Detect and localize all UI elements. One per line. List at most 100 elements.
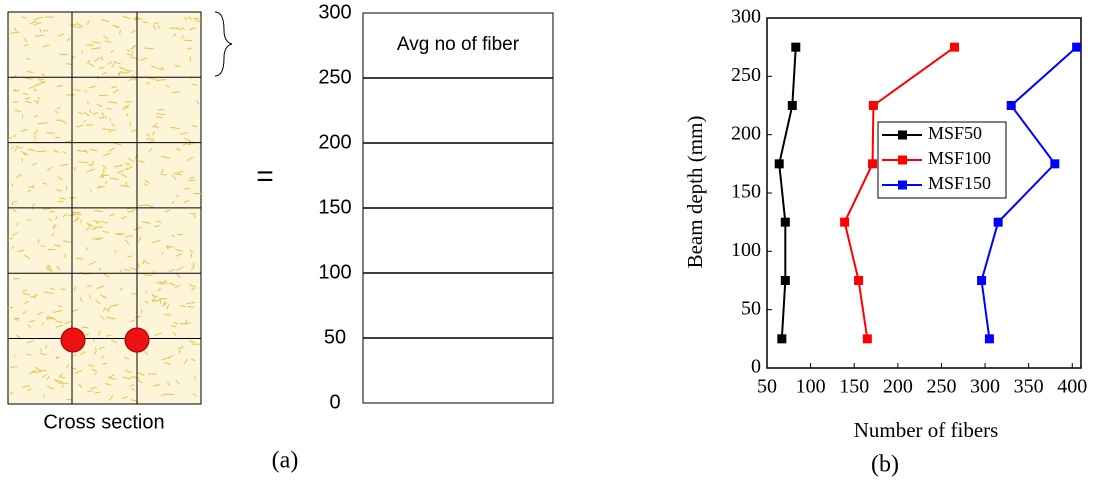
fiber	[56, 106, 62, 110]
fiber	[105, 316, 115, 320]
fiber	[157, 288, 162, 292]
fiber	[121, 71, 130, 74]
scale-label: 0	[329, 391, 340, 413]
fiber	[88, 223, 94, 227]
fiber	[178, 349, 181, 354]
fiber	[55, 110, 59, 114]
fiber	[186, 156, 194, 162]
fiber	[9, 391, 14, 395]
fiber	[155, 220, 162, 223]
fiber	[62, 213, 68, 218]
fiber	[42, 44, 50, 48]
fiber	[174, 321, 179, 325]
fiber	[14, 109, 21, 112]
fiber	[86, 101, 90, 105]
fiber	[142, 259, 145, 265]
fiber	[87, 59, 90, 65]
fiber	[66, 62, 72, 66]
fiber	[33, 114, 38, 118]
fiber	[91, 41, 101, 44]
fiber	[10, 245, 14, 250]
fiber	[29, 20, 37, 25]
fiber	[142, 221, 151, 224]
fiber	[160, 66, 165, 71]
fiber	[102, 128, 111, 131]
fiber	[154, 332, 162, 337]
fiber	[152, 239, 161, 244]
fiber	[171, 201, 175, 205]
fiber	[14, 147, 18, 152]
fiber	[110, 304, 119, 307]
equals-sign: =	[256, 160, 274, 193]
fiber	[144, 300, 149, 304]
fiber	[100, 221, 109, 224]
fiber	[26, 340, 35, 344]
x-tick-label: 100	[796, 376, 826, 398]
fiber	[46, 166, 53, 172]
fiber	[101, 71, 107, 75]
fiber	[117, 70, 123, 76]
fiber	[55, 324, 63, 328]
fiber	[172, 174, 177, 180]
fiber	[48, 315, 56, 320]
data-point	[1072, 42, 1082, 52]
cross-section	[6, 11, 203, 405]
fiber	[179, 132, 188, 135]
fiber	[89, 109, 93, 114]
data-point	[780, 217, 790, 227]
y-axis-label: Beam depth (mm)	[683, 116, 707, 269]
fiber	[92, 219, 100, 223]
fiber	[78, 383, 83, 388]
fiber	[137, 372, 145, 376]
fiber	[193, 17, 202, 20]
fiber	[108, 147, 116, 152]
data-point	[854, 276, 864, 285]
fiber	[12, 232, 18, 237]
data-point	[774, 159, 784, 169]
fiber	[84, 149, 89, 154]
fiber	[13, 318, 19, 321]
fiber	[101, 173, 104, 179]
fiber	[76, 22, 84, 27]
fiber	[15, 146, 23, 149]
data-point	[868, 159, 878, 169]
fiber	[97, 330, 101, 336]
legend-marker	[898, 130, 907, 140]
data-point	[787, 101, 797, 110]
fiber	[175, 379, 180, 385]
fiber	[124, 163, 131, 165]
fiber	[98, 116, 107, 119]
fiber	[134, 315, 141, 319]
fiber	[45, 344, 48, 349]
fiber	[89, 188, 92, 192]
fiber	[58, 197, 67, 200]
fiber	[158, 67, 163, 71]
fiber	[22, 385, 30, 388]
fiber	[64, 253, 67, 258]
fiber	[173, 331, 178, 337]
fiber	[33, 100, 40, 103]
fiber	[118, 65, 123, 70]
fiber	[152, 25, 157, 30]
fiber	[192, 83, 198, 86]
fiber	[125, 181, 128, 187]
fiber	[138, 204, 149, 207]
fiber	[72, 353, 77, 357]
fiber	[28, 85, 37, 89]
legend-label: MSF50	[928, 123, 982, 143]
fiber	[20, 128, 28, 133]
fiber	[154, 295, 158, 298]
fiber	[137, 236, 142, 242]
fiber	[144, 47, 154, 50]
fiber	[48, 218, 53, 222]
data-point	[1006, 101, 1016, 110]
fiber	[110, 122, 115, 127]
fiber	[7, 136, 13, 141]
fiber	[45, 317, 54, 320]
fiber	[35, 82, 43, 86]
fiber	[58, 53, 68, 56]
fiber	[27, 388, 32, 392]
fiber	[56, 265, 61, 271]
fiber	[146, 81, 150, 85]
